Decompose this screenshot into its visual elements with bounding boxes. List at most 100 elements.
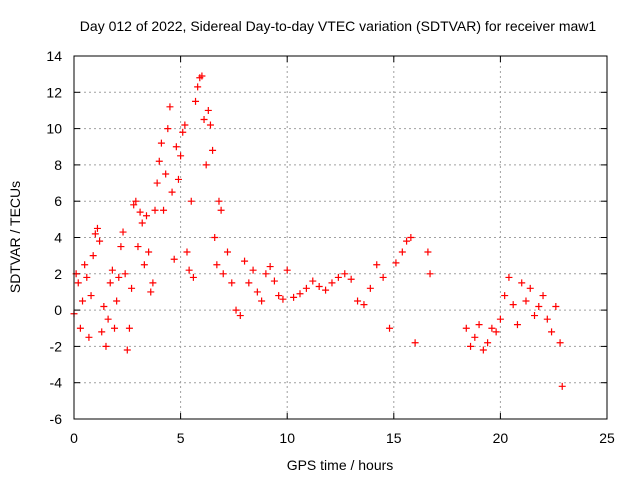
data-point [119, 228, 127, 236]
data-point [192, 97, 200, 105]
data-point [556, 339, 564, 347]
data-point [366, 284, 374, 292]
data-point [548, 328, 556, 336]
data-point [290, 293, 298, 301]
data-point [140, 261, 148, 269]
data-point [539, 292, 547, 300]
data-point [217, 206, 225, 214]
data-point [106, 279, 114, 287]
x-tick-label: 10 [279, 430, 295, 446]
data-point [194, 83, 202, 91]
data-point [475, 321, 483, 329]
y-tick-label: -4 [50, 375, 63, 391]
data-point [183, 248, 191, 256]
data-point [91, 230, 99, 238]
data-point [96, 237, 104, 245]
y-tick-label: 12 [46, 84, 62, 100]
data-point [136, 208, 144, 216]
data-point [142, 212, 150, 220]
data-point [125, 324, 133, 332]
data-point [102, 342, 110, 350]
data-point [138, 219, 146, 227]
y-tick-label: 4 [54, 230, 62, 246]
data-point [522, 297, 530, 305]
data-point [111, 324, 119, 332]
data-point [123, 346, 131, 354]
data-point [132, 197, 140, 205]
data-point [373, 261, 381, 269]
data-point [354, 297, 362, 305]
data-point [202, 161, 210, 169]
data-point [407, 234, 415, 241]
data-point [172, 143, 180, 151]
data-point [403, 237, 411, 245]
data-point [411, 339, 419, 347]
data-point [309, 277, 317, 285]
data-point [168, 188, 176, 196]
data-point [543, 315, 551, 323]
data-point [147, 288, 155, 296]
data-point [89, 252, 97, 260]
grid-lines [74, 56, 607, 419]
y-tick-label: 10 [46, 121, 62, 137]
data-point [513, 321, 521, 329]
data-point [162, 170, 170, 178]
x-tick-label: 5 [177, 430, 185, 446]
y-axis-label: SDTVAR / TECUs [7, 181, 23, 293]
data-point [108, 266, 116, 274]
data-point [74, 279, 82, 287]
data-point [93, 224, 101, 232]
y-tick-label: 6 [54, 193, 62, 209]
data-point [166, 103, 174, 111]
data-point [505, 273, 513, 281]
data-point [211, 234, 219, 241]
data-point [341, 270, 349, 278]
data-point [130, 201, 138, 209]
data-point [145, 248, 153, 256]
data-point [153, 179, 161, 187]
data-point [236, 312, 244, 320]
data-point [98, 328, 106, 336]
data-point [215, 197, 223, 205]
data-point [185, 266, 193, 274]
data-point [245, 279, 253, 287]
x-axis-label: GPS time / hours [287, 457, 394, 473]
data-point [462, 324, 470, 332]
data-point [232, 306, 240, 314]
data-point [134, 243, 142, 251]
data-point [558, 382, 566, 390]
data-point [479, 346, 487, 354]
x-tick-label: 0 [70, 430, 78, 446]
data-point [104, 315, 112, 323]
data-point [283, 266, 291, 274]
data-point [170, 255, 178, 263]
data-point [424, 248, 432, 256]
data-point [492, 328, 500, 336]
data-point [334, 273, 342, 281]
data-point [398, 248, 406, 256]
data-point [262, 270, 270, 278]
y-tick-labels: -6 -4 -2 0 2 4 6 8 10 12 14 [46, 48, 62, 427]
data-point [209, 146, 217, 154]
data-point [224, 248, 232, 256]
data-point [275, 292, 283, 300]
data-point [501, 292, 509, 300]
data-point [535, 302, 543, 310]
data-point [328, 279, 336, 287]
data-point [219, 270, 227, 278]
data-point [266, 263, 274, 271]
y-tick-label: 14 [46, 48, 62, 64]
data-point [204, 106, 212, 114]
data-point [164, 125, 172, 133]
data-point [253, 288, 261, 296]
y-tick-label: 2 [54, 266, 62, 282]
x-tick-label: 15 [386, 430, 402, 446]
data-point [249, 266, 257, 274]
data-point [206, 121, 214, 129]
data-point [160, 206, 168, 214]
data-point [181, 121, 189, 129]
data-point [113, 297, 121, 305]
data-point [379, 273, 387, 281]
data-point [174, 175, 182, 183]
data-point [189, 273, 197, 281]
